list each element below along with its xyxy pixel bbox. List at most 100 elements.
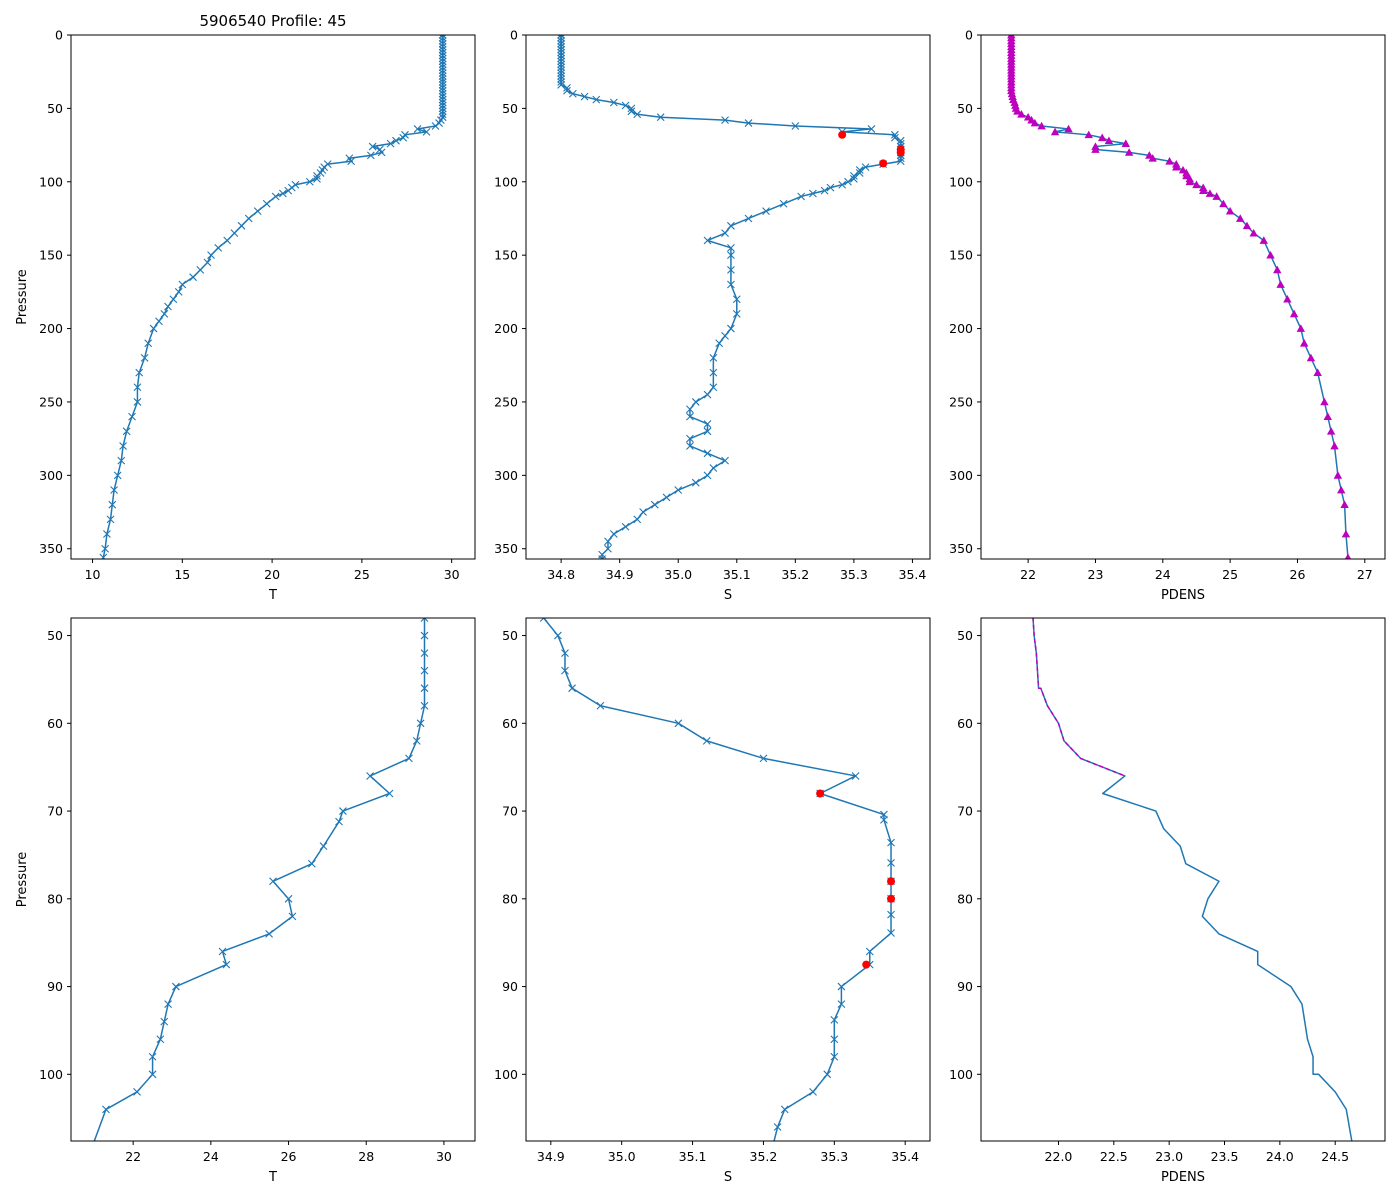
data-point	[639, 508, 647, 516]
data-point	[1320, 397, 1329, 406]
data-point	[214, 243, 223, 252]
data-point	[237, 221, 246, 230]
series-line	[1010, 35, 1349, 558]
data-point	[313, 174, 321, 183]
data-point	[849, 174, 858, 183]
x-tick-label: 34.9	[606, 567, 634, 582]
x-tick-label: 35.3	[840, 567, 868, 582]
data-point	[1219, 199, 1228, 208]
data-point	[826, 183, 835, 192]
data-point	[319, 842, 328, 851]
subplot-2: 34.8 34.9 35.0 35.1 35.2 35.3 35.4 0 50 100 150 200…	[494, 28, 931, 603]
data-point	[691, 478, 700, 487]
data-point	[420, 649, 429, 657]
data-point	[438, 72, 447, 80]
data-point	[609, 530, 618, 538]
data-point	[887, 910, 895, 919]
data-point	[265, 930, 274, 938]
data-point	[563, 83, 571, 92]
data-point	[703, 236, 712, 245]
data-point	[721, 116, 729, 125]
data-point	[271, 192, 280, 201]
y-tick-label: 200	[39, 321, 63, 336]
data-point	[820, 186, 829, 195]
data-point	[244, 214, 253, 223]
data-point	[686, 442, 694, 450]
data-point	[1030, 118, 1040, 127]
data-point	[633, 515, 642, 524]
series-line	[93, 618, 426, 1141]
x-axis-label: S	[724, 1170, 732, 1185]
data-point	[438, 107, 447, 116]
data-point	[128, 412, 136, 421]
data-point	[830, 1016, 839, 1024]
data-point	[133, 383, 142, 392]
data-point	[1259, 236, 1268, 244]
data-point	[604, 537, 612, 546]
axes-frame	[525, 34, 931, 560]
y-tick-label: 150	[39, 248, 63, 263]
data-point	[438, 110, 447, 119]
data-point	[621, 101, 630, 110]
data-point	[110, 486, 118, 494]
y-tick-label: 80	[47, 891, 63, 906]
data-point	[633, 110, 642, 119]
data-point	[1050, 127, 1060, 136]
data-point	[420, 666, 429, 675]
x-tick-label: 23.5	[1211, 1149, 1239, 1164]
data-point	[1296, 324, 1306, 332]
data-point	[703, 390, 712, 399]
plot-area	[557, 35, 905, 559]
y-tick-label: 60	[502, 716, 518, 731]
data-point	[1344, 553, 1352, 559]
data-point	[438, 54, 447, 63]
data-point	[568, 684, 576, 693]
x-tick-label: 30	[444, 567, 460, 582]
plot-area	[1032, 618, 1353, 1141]
data-point	[416, 719, 425, 728]
data-point	[865, 947, 874, 956]
data-point	[557, 36, 566, 45]
series-s	[557, 35, 905, 559]
x-tick-label: 22	[1020, 567, 1036, 582]
flagged-point	[887, 894, 896, 903]
y-tick-label: 200	[494, 321, 518, 336]
data-point	[557, 57, 566, 66]
data-point	[851, 772, 860, 780]
flagged-point	[862, 960, 871, 969]
data-point	[149, 324, 158, 333]
y-tick-label: 100	[494, 174, 518, 189]
data-point	[160, 1017, 169, 1026]
data-point	[1323, 412, 1332, 420]
y-tick-label: 250	[39, 394, 63, 409]
data-point	[727, 324, 735, 333]
data-point	[431, 122, 440, 130]
data-point	[420, 701, 429, 710]
data-point	[164, 302, 172, 311]
x-tick-label: 34.8	[547, 567, 575, 582]
data-point	[103, 530, 111, 538]
data-point	[703, 471, 712, 480]
data-point	[896, 154, 905, 163]
data-point	[1333, 471, 1343, 479]
y-tick-label: 250	[949, 394, 973, 409]
data-point	[1121, 139, 1130, 147]
data-point	[557, 51, 566, 60]
data-point	[438, 78, 447, 86]
data-point	[278, 189, 287, 198]
data-point	[438, 69, 447, 78]
data-point	[438, 86, 447, 95]
data-point	[867, 125, 876, 133]
data-point	[438, 57, 447, 66]
data-point	[674, 486, 683, 494]
plot-area	[93, 618, 429, 1141]
y-tick-label: 50	[47, 101, 63, 116]
data-point	[164, 1000, 173, 1008]
data-point	[155, 317, 163, 326]
data-point	[561, 649, 569, 657]
y-axis-label: Pressure	[15, 269, 30, 325]
data-point	[122, 427, 131, 436]
data-point	[420, 618, 429, 622]
y-tick-label: 50	[957, 628, 973, 643]
data-point	[438, 60, 447, 69]
